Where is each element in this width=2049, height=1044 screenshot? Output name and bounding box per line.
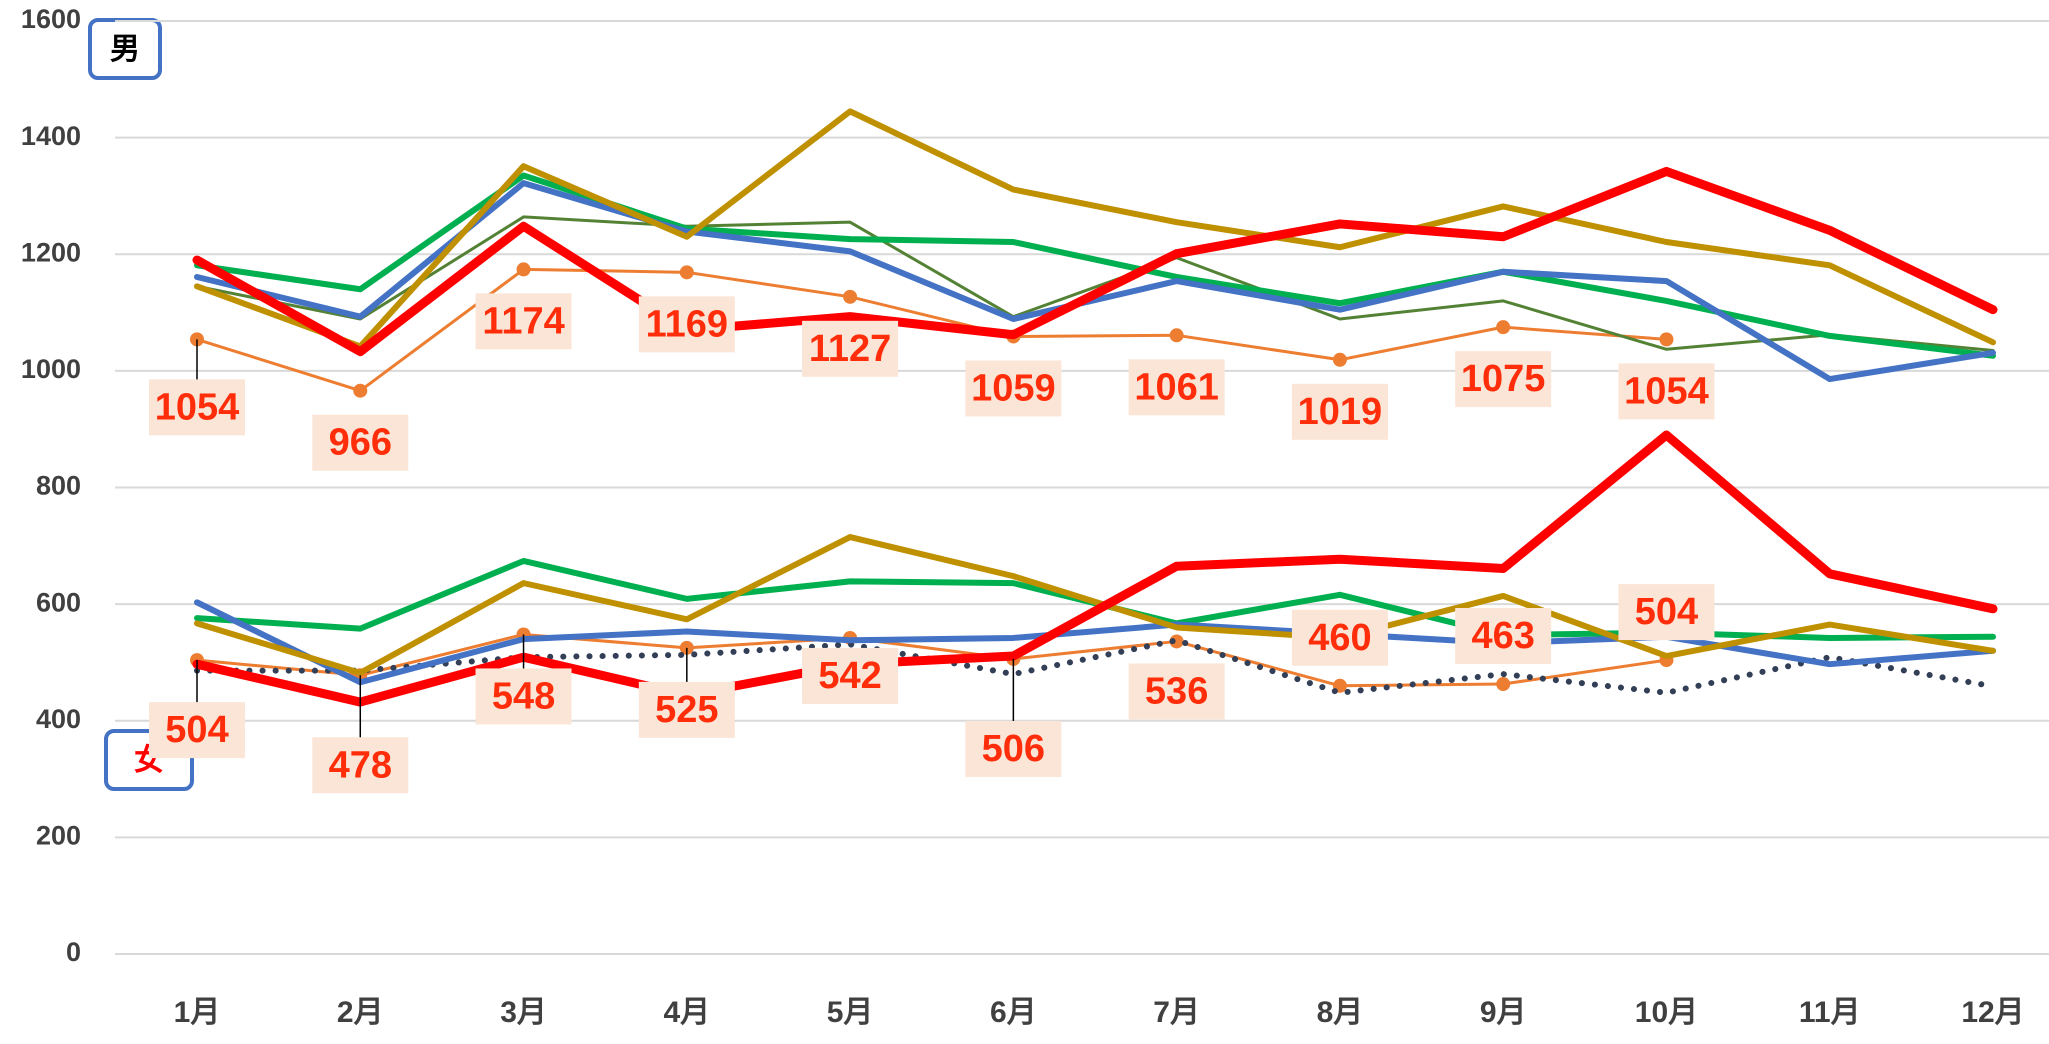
data-label-box: [1455, 351, 1552, 408]
data-label-box: [1618, 584, 1715, 641]
y-tick-label: 0: [66, 937, 81, 967]
series-line: [192, 430, 1998, 707]
x-tick-label: 11月: [1799, 996, 1861, 1029]
point: [1496, 320, 1511, 335]
data-label: 1174: [482, 300, 564, 342]
series-line: [195, 632, 1668, 688]
data-label: 504: [1635, 591, 1698, 633]
data-label-box: [965, 720, 1062, 777]
data-label: 1169: [646, 303, 728, 345]
x-tick-label: 4月: [663, 996, 710, 1029]
data-label-box: [1455, 608, 1552, 665]
data-label: 1059: [971, 368, 1056, 410]
data-label-box: [1128, 663, 1225, 720]
data-label: 506: [982, 728, 1045, 770]
data-label-box: [1128, 359, 1225, 416]
data-label-box: [1291, 609, 1388, 666]
series-line: [194, 599, 1996, 686]
point: [843, 289, 858, 304]
x-tick-label: 10月: [1635, 996, 1698, 1029]
x-tick-label: 12月: [1961, 996, 2024, 1029]
data-label: 1054: [1624, 370, 1709, 412]
data-label-box: [802, 647, 899, 704]
data-label: 525: [655, 689, 718, 731]
data-label: 1127: [809, 328, 891, 370]
data-label: 542: [818, 655, 881, 697]
data-label-box: [1291, 383, 1388, 440]
data-label: 478: [329, 744, 392, 786]
x-tick-label: 2月: [337, 996, 384, 1029]
point: [1169, 328, 1184, 343]
data-label-box: [312, 737, 409, 794]
x-tick-label: 3月: [500, 996, 547, 1029]
point: [1659, 332, 1674, 347]
x-tick-label: 5月: [827, 996, 874, 1029]
data-label: 548: [492, 675, 555, 717]
y-tick-label: 1400: [21, 121, 81, 151]
data-label: 966: [329, 422, 392, 464]
data-label-box: [312, 414, 409, 471]
annotation: 男: [110, 33, 140, 66]
data-label-box: [802, 320, 899, 377]
data-label: 460: [1308, 617, 1371, 659]
x-tick-label: 1月: [174, 996, 221, 1029]
series-line: [194, 637, 1996, 696]
x-tick-label: 9月: [1480, 996, 1527, 1029]
data-label-box: [475, 668, 572, 725]
y-tick-label: 600: [36, 587, 81, 617]
data-label-box: [638, 296, 735, 353]
series-line: [194, 534, 1996, 676]
point: [1496, 677, 1511, 692]
data-label-box: [475, 293, 572, 350]
point: [679, 265, 694, 280]
point: [516, 262, 531, 277]
series-line: [194, 108, 1996, 350]
y-tick-label: 1000: [21, 354, 81, 384]
point: [1332, 352, 1347, 367]
y-tick-label: 200: [36, 821, 81, 851]
series-line: [194, 180, 1996, 383]
data-label: 1019: [1298, 391, 1383, 433]
series-line: [192, 166, 1998, 357]
y-tick-label: 1200: [21, 237, 81, 267]
data-label: 463: [1471, 615, 1534, 657]
data-label-box: [965, 360, 1062, 417]
series-line: [195, 267, 1668, 393]
y-tick-label: 400: [36, 704, 81, 734]
data-label: 536: [1145, 670, 1208, 712]
data-label-box: [149, 379, 245, 436]
x-tick-label: 7月: [1153, 996, 1200, 1029]
series-line: [195, 215, 1995, 352]
data-label: 1061: [1134, 366, 1219, 408]
y-tick-label: 1600: [21, 4, 81, 34]
data-label: 1075: [1461, 358, 1546, 400]
point: [353, 383, 368, 398]
data-label-box: [149, 702, 245, 759]
data-label-box: [638, 681, 735, 738]
data-label-box: [1618, 363, 1715, 420]
point: [1169, 634, 1184, 649]
data-label: 1054: [155, 386, 240, 428]
x-tick-label: 8月: [1317, 996, 1364, 1029]
y-tick-label: 800: [36, 471, 81, 501]
x-tick-label: 6月: [990, 996, 1037, 1029]
data-label: 504: [165, 709, 228, 751]
